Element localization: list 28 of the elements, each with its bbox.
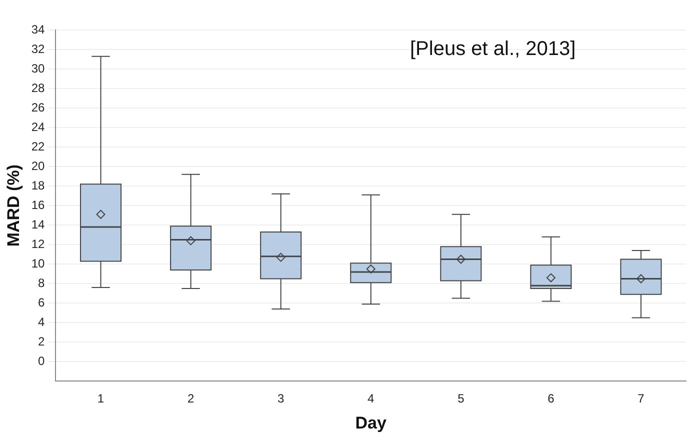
x-tick-label: 3 — [277, 392, 284, 406]
y-tick-label: 22 — [31, 139, 46, 154]
x-axis-title: Day — [355, 413, 388, 432]
y-tick-label: 10 — [31, 256, 46, 270]
y-tick-label: 4 — [38, 314, 46, 329]
annotation: [Pleus et al., 2013] — [410, 38, 576, 61]
y-tick-label: 34 — [31, 22, 46, 36]
y-tick-label: 2 — [38, 334, 46, 348]
x-tick-label: 1 — [97, 392, 104, 406]
y-tick-label: 32 — [31, 42, 46, 56]
y-tick-label: 14 — [31, 217, 46, 232]
y-tick-label: 28 — [31, 80, 46, 95]
y-tick-label: 30 — [31, 61, 46, 76]
y-tick-label: 26 — [31, 100, 46, 114]
x-tick-label: 6 — [548, 392, 555, 406]
x-tick-label: 5 — [458, 392, 465, 406]
y-tick-label: 20 — [31, 158, 46, 173]
x-tick-label: 4 — [368, 392, 375, 406]
y-tick-label: 16 — [31, 198, 46, 212]
y-tick-label: 8 — [38, 276, 46, 290]
y-tick-label: 12 — [31, 236, 46, 251]
y-axis-title: MARD (%) — [4, 164, 23, 247]
y-tick-label: 0 — [38, 354, 46, 368]
x-tick-label: 7 — [638, 392, 645, 406]
y-tick-label: 6 — [38, 295, 46, 310]
x-tick-label: 2 — [187, 392, 194, 406]
y-tick-label: 18 — [31, 178, 46, 192]
y-tick-label: 24 — [31, 120, 46, 134]
